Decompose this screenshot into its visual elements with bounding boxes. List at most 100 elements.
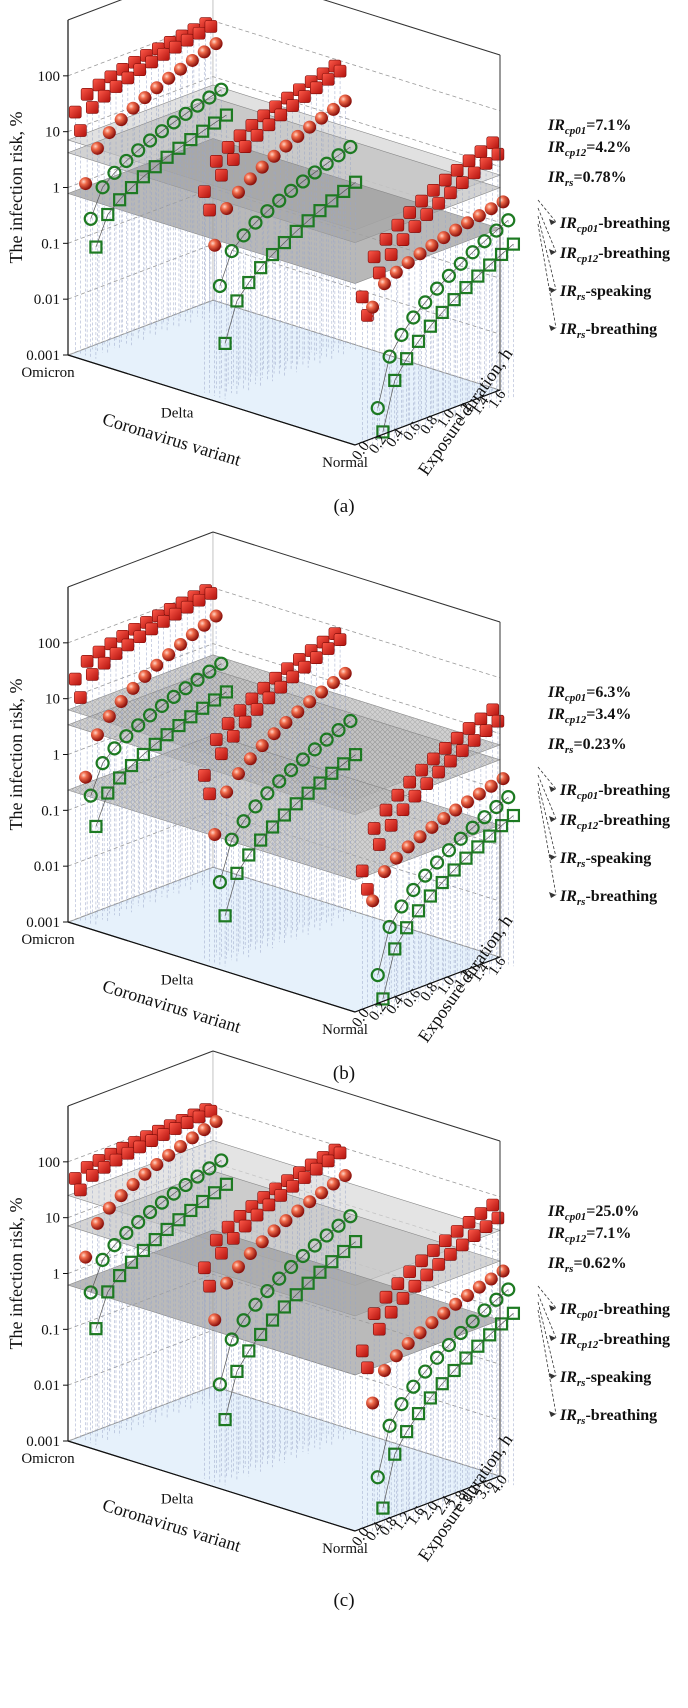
cube-marker-1-1-5 [133, 630, 147, 644]
circle-marker-1-3-1 [95, 756, 110, 771]
sphere-marker-0-7-1 [220, 202, 234, 216]
circle-marker-2-3-8 [178, 1177, 193, 1193]
square-marker-1-4-6 [160, 728, 174, 742]
square-marker-1-9-6 [289, 797, 303, 811]
legend-entry-0-3: IRrs-breathing [559, 321, 657, 341]
square-marker-0-9-4 [265, 247, 280, 262]
series-link-2-14-5 [430, 1383, 443, 1399]
plane-annotation-0-1: IRcp12=4.2% [547, 139, 631, 159]
cube-marker-1-1-7 [157, 615, 170, 628]
cube-marker-2-11-11 [491, 1211, 505, 1225]
square-marker-0-4-4 [136, 170, 150, 184]
sphere-marker-2-2-7 [162, 1148, 176, 1162]
cube-marker-2-6-0 [203, 1279, 216, 1293]
variant-tick-label-2-0: Omicron [21, 1451, 75, 1467]
legend-leader-0-1 [537, 207, 557, 253]
square-marker-2-9-4 [265, 1313, 280, 1327]
y-tick-label-0-5: 100 [38, 69, 61, 85]
square-marker-0-4-2 [113, 193, 127, 207]
square-marker-1-4-11 [219, 685, 234, 699]
sphere-marker-2-12-0 [366, 1396, 380, 1410]
legend-entry-1-0: IRcp01-breathing [559, 782, 670, 802]
square-marker-2-9-11 [348, 1234, 363, 1249]
circle-marker-2-13-9 [477, 1303, 492, 1318]
series-link-1-3-11 [209, 663, 222, 672]
cube-marker-2-6-2 [226, 1232, 240, 1245]
cube-marker-0-10-6 [427, 183, 440, 197]
series-link-2-13-1 [377, 1425, 390, 1478]
cube-marker-0-6-8 [298, 90, 311, 103]
series-link-0-13-4 [413, 302, 426, 318]
square-marker-0-9-0 [218, 336, 232, 350]
square-marker-0-14-7 [459, 280, 473, 295]
square-marker-0-14-10 [494, 247, 509, 262]
square-marker-0-4-6 [160, 150, 174, 164]
cube-marker-0-6-1 [215, 168, 228, 182]
series-link-0-8-5 [267, 200, 280, 212]
series-link-0-8-9 [314, 163, 327, 173]
square-marker-2-9-9 [325, 1255, 339, 1269]
cube-marker-2-10-1 [367, 1307, 381, 1320]
sphere-marker-1-12-8 [460, 795, 474, 809]
cube-marker-1-10-5 [415, 763, 428, 777]
cube-marker-1-11-6 [432, 765, 445, 779]
sphere-marker-1-2-7 [162, 648, 176, 662]
y-tick-label-1-0: 0.001 [26, 915, 60, 931]
sphere-marker-1-2-9 [185, 628, 199, 642]
variant-tick-label-1-2: Normal [322, 1022, 368, 1038]
series-link-1-3-5 [137, 715, 151, 726]
series-link-2-3-7 [161, 1193, 175, 1203]
cube-marker-2-11-4 [408, 1279, 422, 1293]
legend-entry-1-1: IRcp12-breathing [559, 812, 670, 832]
sphere-marker-2-12-2 [389, 1349, 403, 1363]
series-link-2-4-2 [107, 1275, 120, 1293]
cube-marker-0-10-11 [486, 136, 500, 150]
circle-marker-1-3-10 [202, 664, 217, 679]
cube-marker-2-1-4 [121, 1147, 135, 1160]
square-marker-0-14-1 [388, 373, 402, 388]
cube-marker-1-10-11 [486, 703, 500, 717]
circle-marker-1-13-11 [501, 790, 516, 805]
series-link-0-13-3 [401, 317, 414, 336]
sphere-marker-2-2-0 [79, 1250, 93, 1264]
square-marker-0-4-7 [172, 141, 186, 155]
cube-marker-0-6-10 [321, 73, 335, 86]
series-link-2-13-9 [472, 1310, 485, 1322]
top-left-edge-2 [67, 1050, 214, 1107]
cube-marker-1-5-4 [245, 692, 259, 706]
sphere-marker-2-12-9 [472, 1280, 486, 1294]
square-marker-0-9-3 [254, 261, 268, 275]
right-base-edge-1 [354, 956, 501, 1013]
sphere-marker-2-2-8 [173, 1139, 187, 1153]
series-link-1-14-2 [394, 927, 407, 950]
series-link-0-3-11 [209, 89, 222, 98]
square-marker-0-14-8 [471, 269, 485, 283]
series-link-2-14-4 [418, 1397, 431, 1414]
plane-annotation-2-2: IRrs=0.62% [547, 1255, 627, 1275]
cube-marker-0-10-3 [391, 218, 405, 232]
square-marker-1-14-3 [411, 904, 426, 918]
square-marker-0-9-9 [325, 194, 339, 208]
cube-marker-1-11-9 [467, 734, 481, 747]
circle-marker-2-13-8 [465, 1314, 480, 1329]
square-marker-0-4-10 [207, 116, 222, 130]
legend-leader-0-3 [537, 223, 557, 329]
cube-marker-1-6-7 [286, 670, 299, 684]
cube-marker-1-6-11 [333, 633, 347, 646]
chart-panel-0: 0.0010.010.1110100OmicronDeltaNormal0.00… [6, 0, 670, 517]
sphere-marker-0-12-1 [377, 277, 391, 291]
series-link-2-13-2 [389, 1403, 402, 1426]
cube-marker-1-1-9 [180, 600, 194, 614]
legend-entry-2-1: IRcp12-breathing [559, 1331, 670, 1351]
y-axis-label-0: The infection risk, % [6, 112, 26, 264]
legend-leader-2-1 [537, 1293, 557, 1339]
sphere-marker-2-2-10 [197, 1123, 211, 1137]
series-link-2-8-9 [314, 1235, 327, 1246]
square-marker-0-4-9 [196, 124, 210, 138]
circle-marker-0-13-10 [489, 223, 504, 238]
sphere-marker-2-7-4 [255, 1235, 269, 1249]
series-link-1-13-2 [389, 906, 402, 928]
series-link-1-13-10 [484, 806, 497, 818]
top-left-edge-1 [67, 531, 214, 588]
circle-marker-1-3-2 [107, 741, 122, 756]
